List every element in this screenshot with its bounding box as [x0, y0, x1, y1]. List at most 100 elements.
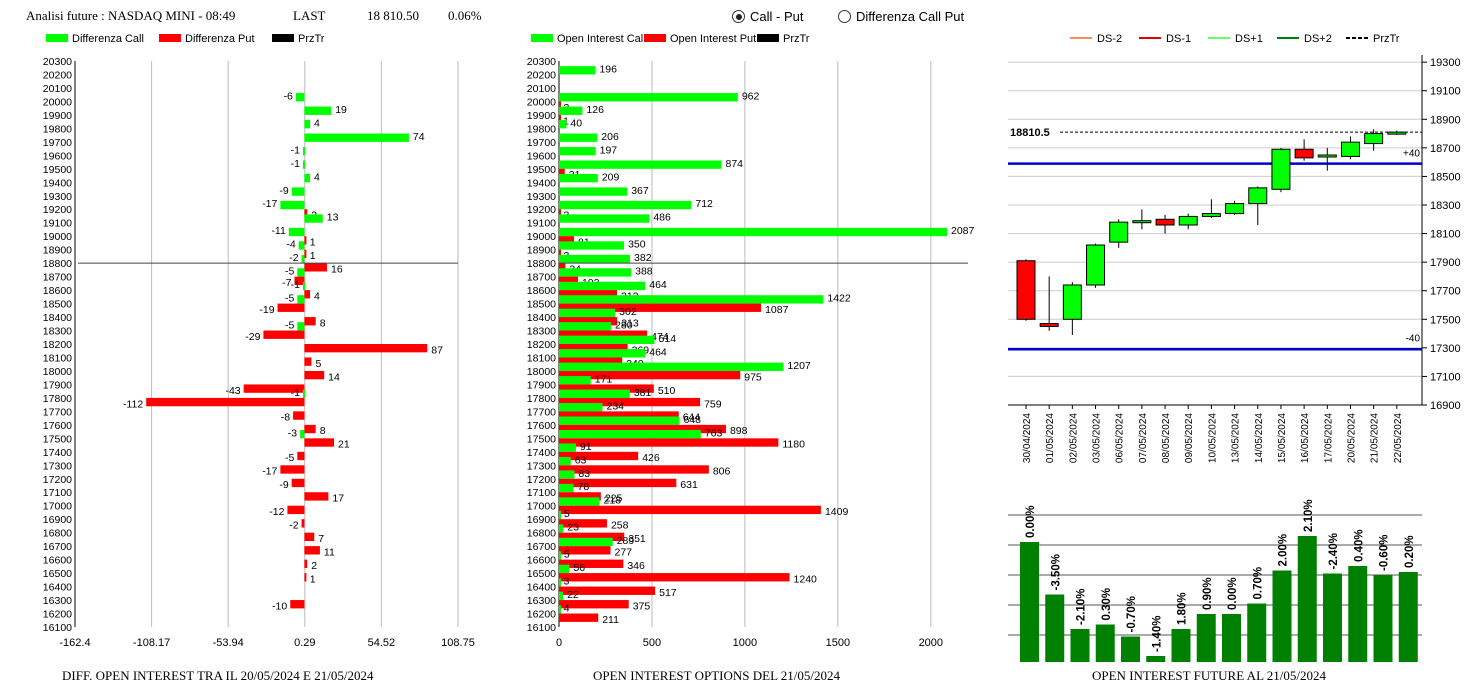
call-value-label: 126: [586, 104, 604, 116]
call-bar: [559, 605, 561, 614]
put-value-label: 14: [328, 371, 340, 383]
put-bar: [293, 411, 305, 420]
call-value-label: 486: [653, 212, 671, 224]
future-bar: [1247, 603, 1267, 662]
y-tick-label: 20100: [527, 83, 556, 95]
put-bar: [297, 451, 305, 461]
call-bar: [559, 66, 596, 75]
radio-differenza-label: Differenza Call Put: [856, 9, 965, 24]
future-bar: [1222, 614, 1241, 662]
put-bar: [559, 532, 625, 542]
y-tick-label: 19100: [43, 218, 72, 230]
call-bar: [559, 524, 564, 533]
put-bar: [559, 586, 656, 595]
call-value-label: 388: [635, 266, 653, 278]
call-bar: [559, 241, 625, 250]
y-tick-label: 19400: [43, 177, 72, 189]
call-value-label: 74: [413, 131, 425, 143]
x-tick-label: 17/05/2024: [1323, 413, 1334, 463]
caption-future: OPEN INTEREST FUTURE AL 21/05/2024: [1092, 668, 1327, 683]
put-bar: [304, 559, 308, 568]
future-bar-label: -3.50%: [1050, 554, 1062, 590]
put-bar: [559, 451, 639, 461]
call-value-label: 350: [628, 239, 646, 251]
put-bar: [559, 438, 779, 447]
y-tick-label: 18100: [43, 352, 72, 364]
y-tick-label: 17800: [527, 393, 556, 405]
call-bar: [288, 227, 305, 237]
put-value-label: 351: [628, 533, 646, 545]
put-value-label: 8: [320, 317, 326, 329]
x-tick-label: 1500: [826, 637, 850, 649]
future-bar: [1323, 573, 1342, 662]
put-bar: [304, 424, 316, 434]
call-bar: [302, 281, 305, 291]
put-bar: [304, 532, 315, 542]
y-tick-label: 18200: [527, 339, 556, 351]
put-value-label: -9: [279, 479, 288, 491]
y-tick-label: 17900: [527, 379, 556, 391]
y-tick-label: 20200: [43, 69, 72, 81]
y-tick-label: 17700: [1430, 286, 1461, 298]
put-value-label: 426: [642, 452, 660, 464]
call-bar: [559, 106, 583, 115]
x-tick-label: 20/05/2024: [1346, 413, 1357, 463]
call-bar: [559, 227, 947, 237]
call-value-label: 22: [567, 589, 579, 601]
put-bar: [559, 209, 561, 218]
call-bar: [559, 537, 613, 547]
legend-swatch: [531, 34, 553, 42]
call-bar: [302, 146, 305, 156]
call-bar: [300, 429, 305, 439]
put-value-label: 11: [324, 546, 335, 558]
legend-label: Open Interest Put: [670, 33, 756, 45]
y-tick-label: 16100: [43, 622, 72, 634]
call-value-label: -1: [291, 387, 300, 399]
call-value-label: 289: [617, 535, 635, 547]
future-bar-label: 0.30%: [1101, 588, 1113, 621]
y-tick-label: 18900: [527, 245, 556, 257]
call-value-label: 206: [601, 131, 619, 143]
put-value-label: 87: [431, 344, 443, 356]
call-bar: [304, 173, 311, 183]
call-value-label: 382: [634, 252, 652, 264]
y-tick-label: 16900: [527, 514, 556, 526]
put-bar: [559, 546, 611, 555]
put-bar: [304, 209, 308, 218]
put-bar: [304, 546, 320, 555]
x-tick-label: 03/05/2024: [1092, 413, 1103, 463]
put-value-label: 1: [310, 250, 316, 262]
y-tick-label: 16900: [43, 514, 72, 526]
caption-diff: DIFF. OPEN INTEREST TRA IL 20/05/2024 E …: [62, 668, 374, 683]
call-bar: [559, 483, 574, 493]
radio-call-put[interactable]: Call - Put: [732, 9, 803, 24]
call-bar: [297, 268, 305, 277]
y-tick-label: 16400: [43, 582, 72, 594]
call-bar: [559, 160, 722, 169]
y-tick-label: 17300: [1430, 343, 1461, 355]
call-bar: [559, 389, 630, 398]
x-tick-label: 108.75: [441, 637, 475, 649]
x-tick-label: 0: [556, 637, 562, 649]
put-value-label: 510: [658, 385, 676, 397]
x-tick-label: 06/05/2024: [1115, 413, 1126, 463]
call-value-label: -6: [284, 90, 293, 102]
y-tick-label: 18800: [527, 258, 556, 270]
y-tick-label: 19900: [43, 110, 72, 122]
put-bar: [559, 357, 623, 366]
call-value-label: -17: [262, 198, 277, 210]
x-tick-label: 01/05/2024: [1045, 413, 1056, 463]
call-value-label: 171: [595, 373, 613, 385]
candle-body: [1132, 220, 1152, 224]
put-value-label: 4: [314, 290, 320, 302]
future-bar-label: -2.40%: [1328, 533, 1340, 569]
call-bar: [559, 120, 567, 129]
y-tick-label: 17100: [43, 487, 72, 499]
legend-swatch: [757, 34, 779, 42]
y-tick-label: 20100: [43, 83, 72, 95]
y-tick-label: 17500: [43, 433, 72, 445]
call-value-label: 4: [314, 117, 320, 129]
put-value-label: 759: [704, 398, 722, 410]
radio-differenza[interactable]: Differenza Call Put: [838, 9, 964, 24]
